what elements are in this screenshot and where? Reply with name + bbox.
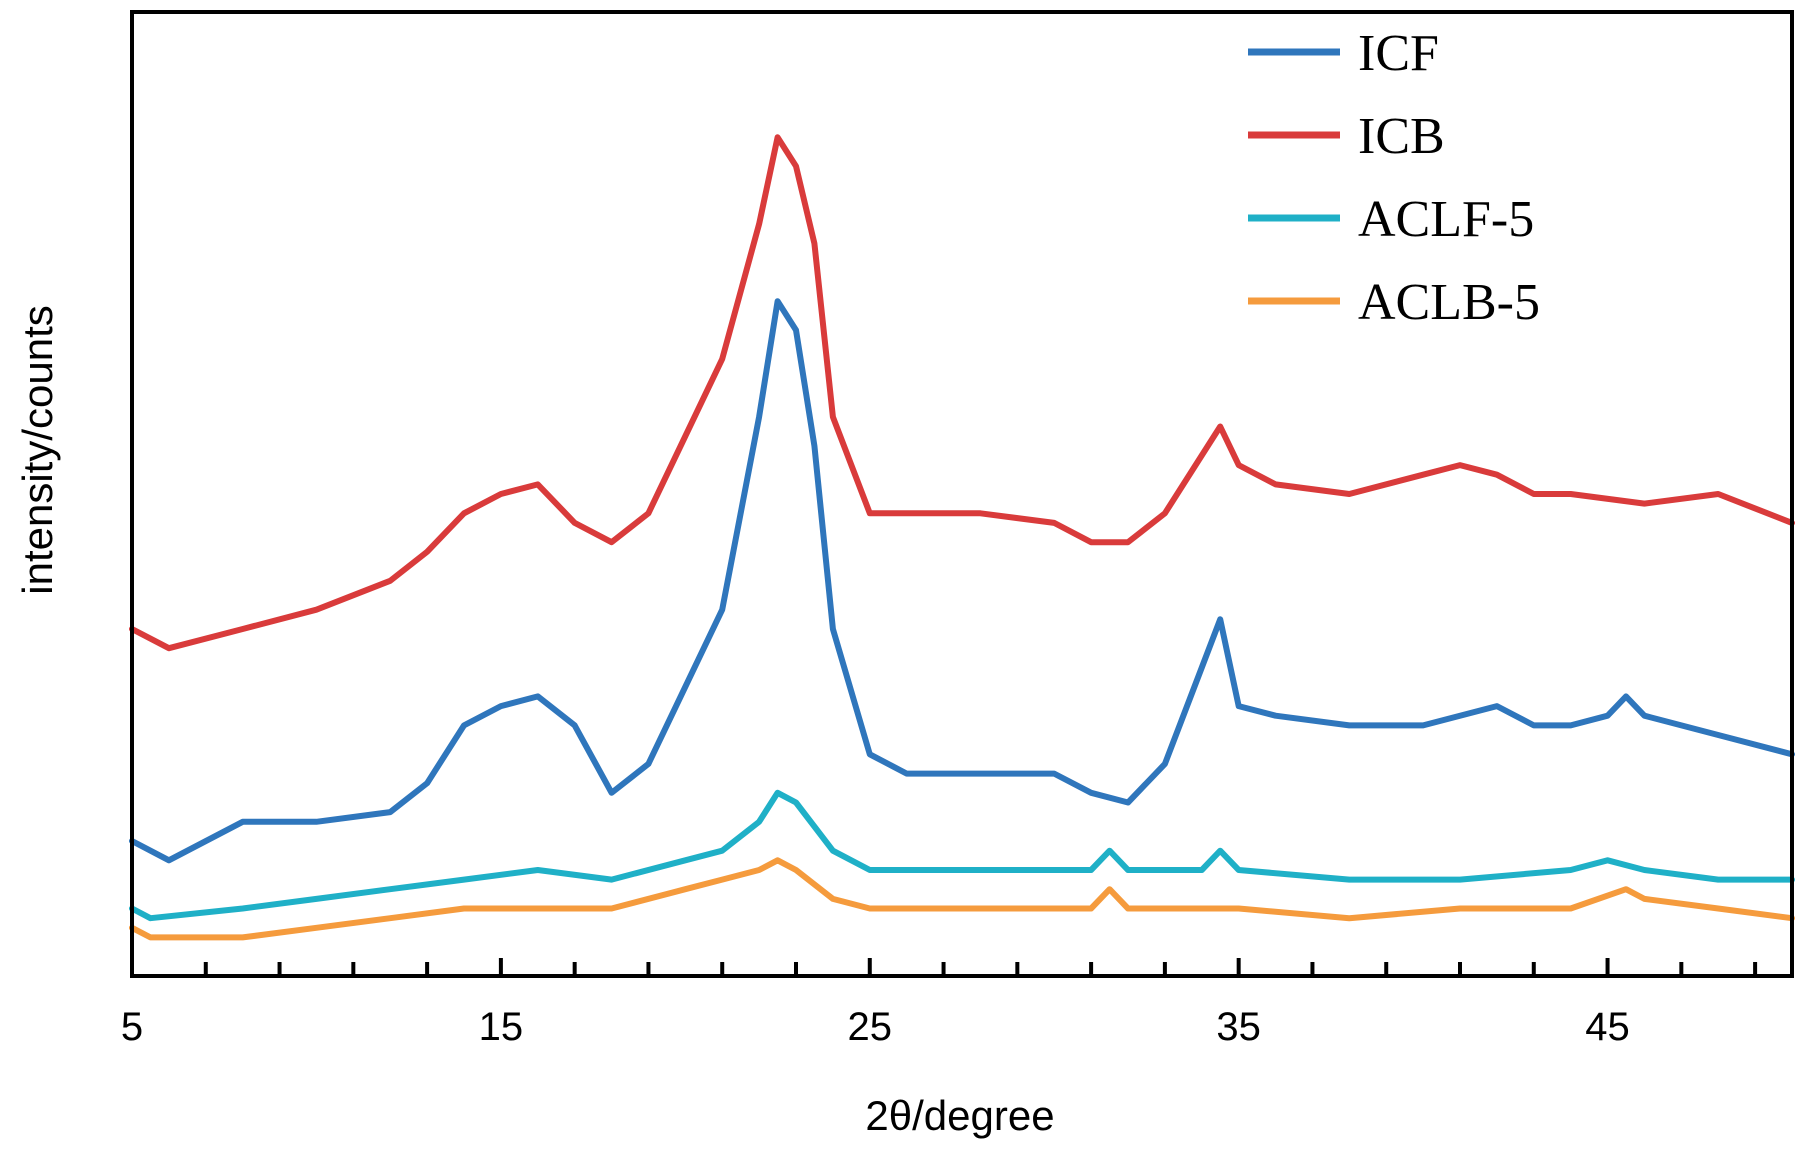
x-tick-label-5: 5 — [121, 1005, 143, 1049]
series-line-icb — [129, 134, 1795, 652]
series-line-aclb-5 — [129, 857, 1795, 941]
plot-series-group — [129, 134, 1795, 941]
y-axis-title: intensity/counts — [14, 305, 61, 595]
x-tick-label-35: 35 — [1216, 1005, 1261, 1049]
x-axis-title: 2θ/degree — [865, 1092, 1054, 1139]
x-tick-group — [130, 958, 1758, 976]
legend-label-aclf-5: ACLF-5 — [1358, 191, 1534, 248]
x-tick-label-25: 25 — [848, 1005, 893, 1049]
series-line-aclf-5 — [129, 789, 1795, 922]
legend: ICF ICB ACLF-5 ACLB-5 — [1248, 25, 1540, 331]
plot-frame — [130, 10, 1794, 978]
x-tick-label-45: 45 — [1585, 1005, 1630, 1049]
x-tick-label-group: 5 15 25 35 45 — [121, 1005, 1630, 1049]
series-line-icf — [129, 298, 1795, 864]
legend-label-aclb-5: ACLB-5 — [1358, 274, 1540, 331]
legend-label-icf: ICF — [1358, 25, 1439, 82]
x-tick-label-15: 15 — [479, 1005, 524, 1049]
legend-label-icb: ICB — [1358, 108, 1445, 165]
